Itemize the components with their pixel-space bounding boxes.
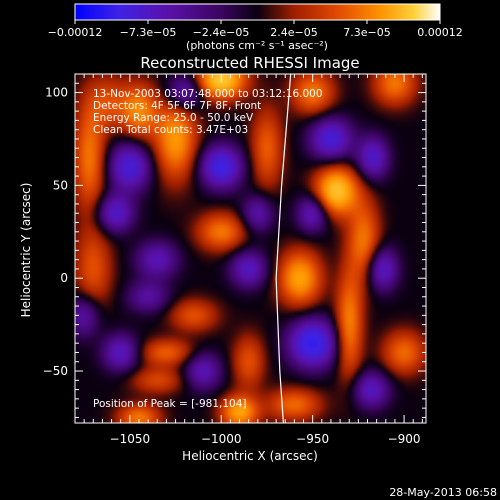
colorbar-tick-label: −2.4e−05 [193, 26, 250, 39]
annotation-time-range: 13-Nov-2003 03:07:48.000 to 03:12:16.000 [93, 88, 323, 100]
annotation-counts: Clean Total counts: 3.47E+03 [93, 124, 248, 136]
y-axis: 100 50 0 −50 Heliocentric Y (arcsec) [19, 86, 68, 378]
x-tick-label: −900 [388, 432, 421, 446]
solar-limb-line [275, 74, 292, 423]
y-tick-label: 50 [53, 178, 68, 192]
y-axis-label: Heliocentric Y (arcsec) [19, 183, 33, 318]
y-tick-label: 0 [60, 271, 68, 285]
colorbar-ticks [74, 20, 441, 24]
plot-area [75, 74, 426, 423]
peak-position-label: Position of Peak = [-981,104] [93, 398, 247, 410]
x-tick-label: −950 [296, 432, 329, 446]
axis-ticks [75, 73, 426, 423]
annotation-detectors: Detectors: 4F 5F 6F 7F 8F, Front [93, 100, 261, 112]
colorbar-unit-label: (photons cm⁻² s⁻¹ asec⁻²) [186, 39, 328, 52]
x-axis-label: Heliocentric X (arcsec) [182, 449, 318, 463]
plot-frame [74, 73, 427, 424]
colorbar-tick-label: −0.00012 [48, 26, 103, 39]
annotation-energy-range: Energy Range: 25.0 - 50.0 keV [93, 112, 254, 124]
colorbar-gradient [74, 3, 441, 21]
colorbar-tick-label: 2.4e−05 [270, 26, 317, 39]
colorbar: −0.00012 −7.3e−05 −2.4e−05 2.4e−05 7.3e−… [48, 3, 463, 52]
colorbar-tick-label: 7.3e−05 [343, 26, 390, 39]
plot-annotations: 13-Nov-2003 03:07:48.000 to 03:12:16.000… [93, 88, 323, 410]
y-tick-label: −50 [43, 364, 68, 378]
colorbar-tick-label: −7.3e−05 [120, 26, 177, 39]
y-tick-label: 100 [45, 86, 68, 100]
footer-date: 28-May-2013 06:58 [389, 486, 497, 499]
colorbar-tick-label: 0.00012 [417, 26, 463, 39]
heatmap-image [75, 74, 426, 423]
x-tick-label: −1050 [110, 432, 151, 446]
chart-title: Reconstructed RHESSI Image [140, 54, 359, 72]
x-axis: −1050 −1000 −950 −900 Heliocentric X (ar… [110, 432, 421, 463]
x-tick-label: −1000 [201, 432, 242, 446]
